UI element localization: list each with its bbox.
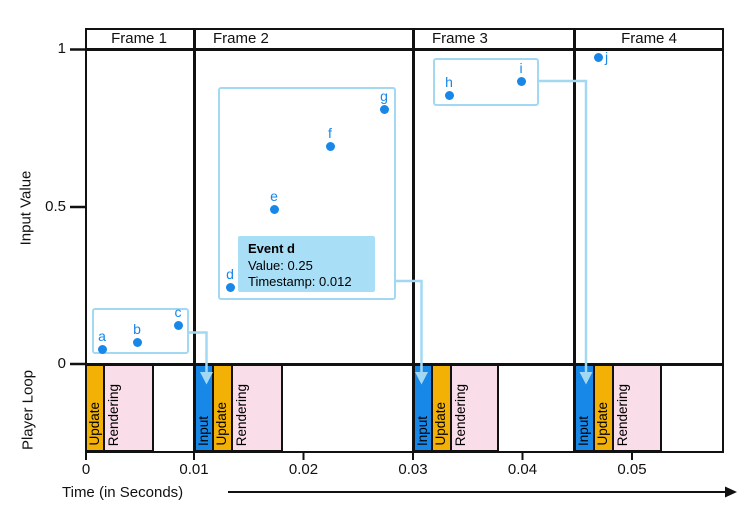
event-label-f: f [328, 125, 332, 141]
y-tick-label-0-5: 0.5 [45, 198, 66, 215]
frame-header-divider-line [85, 48, 724, 51]
rendering-phase-bar-frame2: Rendering [231, 364, 283, 452]
event-group-box-abc [92, 308, 189, 354]
x-tick-label-0-01: 0.01 [179, 461, 209, 478]
frame-boundary-2-3 [412, 28, 415, 453]
event-dot-h [444, 90, 454, 100]
tooltip-value: Value: 0.25 [248, 257, 313, 273]
event-label-b: b [133, 321, 141, 337]
event-dot-c [173, 320, 183, 330]
x-tick-label-0-05: 0.05 [617, 461, 647, 478]
frame-header-1: Frame 1 [111, 30, 167, 47]
event-label-c: c [174, 304, 182, 320]
event-dot-b [132, 337, 142, 347]
rendering-phase-bar-frame1: Rendering [103, 364, 154, 452]
rendering-phase-bar-frame4: Rendering [612, 364, 662, 452]
event-dot-g [379, 104, 389, 114]
frame-boundary-1-2 [193, 28, 196, 453]
frame-header-3: Frame 3 [432, 30, 488, 47]
tooltip-timestamp: Timestamp: 0.012 [248, 274, 352, 289]
event-dot-i [516, 76, 526, 86]
event-dot-e [269, 204, 279, 214]
tooltip-title: Event d [248, 241, 295, 256]
event-label-h: h [445, 74, 453, 90]
x-tick-label-0-03: 0.03 [398, 461, 428, 478]
y-tick-label-1: 1 [57, 40, 66, 57]
event-group-box-defg [218, 87, 396, 300]
frame-header-2: Frame 2 [213, 30, 269, 47]
y-tick-label-0: 0 [57, 355, 66, 372]
rendering-phase-bar-frame3: Rendering [450, 364, 499, 452]
event-label-i: i [519, 60, 523, 76]
event-dot-f [325, 141, 335, 151]
event-dot-j [593, 52, 603, 62]
event-dot-d [225, 282, 235, 292]
x-axis-title: Time (in Seconds) [62, 484, 184, 501]
event-dot-a [97, 344, 107, 354]
event-label-e: e [270, 188, 278, 204]
x-tick-label-0: 0 [81, 461, 91, 478]
x-tick-label-0-04: 0.04 [507, 461, 538, 478]
event-label-d: d [226, 266, 234, 282]
frame-header-4: Frame 4 [621, 30, 677, 47]
x-tick-label-0-02: 0.02 [288, 461, 319, 478]
event-label-a: a [98, 328, 106, 344]
event-label-j: j [605, 49, 609, 65]
event-d-tooltip: Event d Value: 0.25 Timestamp: 0.012 [238, 236, 375, 292]
event-label-g: g [380, 88, 388, 104]
